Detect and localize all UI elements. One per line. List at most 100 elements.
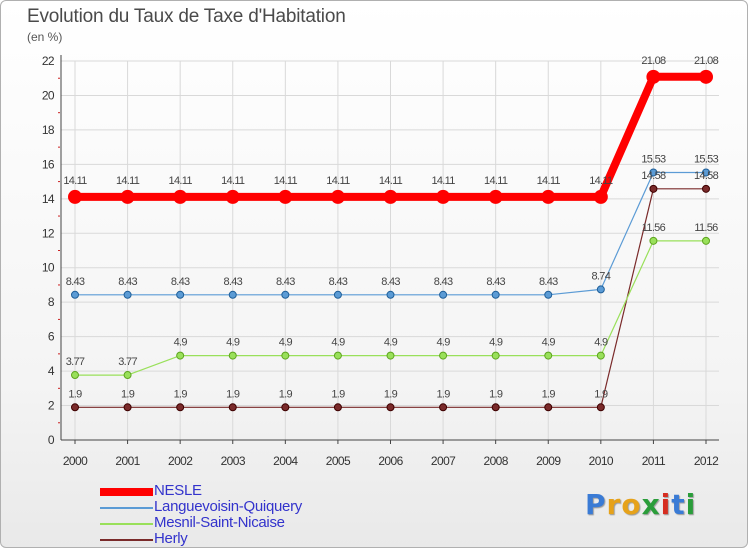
proxiti-logo: Proxiti bbox=[585, 488, 696, 521]
data-point bbox=[593, 189, 608, 204]
data-point bbox=[71, 403, 79, 412]
data-label: 1.9 bbox=[489, 388, 503, 400]
chart-title: Evolution du Taux de Taxe d'Habitation bbox=[27, 6, 346, 27]
data-point bbox=[123, 403, 132, 412]
legend-swatch bbox=[100, 488, 153, 496]
data-point bbox=[228, 351, 237, 360]
data-label: 14.11 bbox=[589, 175, 613, 187]
data-label: 8.74 bbox=[592, 270, 611, 282]
data-point bbox=[699, 69, 713, 84]
data-label: 4.9 bbox=[384, 337, 398, 349]
data-point bbox=[544, 351, 553, 360]
y-tick-label: 22 bbox=[42, 54, 55, 68]
data-label: 14.11 bbox=[431, 175, 455, 187]
data-point bbox=[386, 351, 395, 360]
data-label: 8.43 bbox=[118, 276, 137, 288]
data-point bbox=[491, 403, 500, 412]
data-point bbox=[333, 290, 342, 299]
logo-letter: i bbox=[685, 488, 697, 521]
data-point bbox=[176, 290, 185, 299]
data-point bbox=[225, 189, 240, 204]
y-tick-label: 20 bbox=[42, 88, 55, 102]
data-label: 14.11 bbox=[537, 175, 561, 187]
data-point bbox=[71, 290, 79, 299]
data-label: 4.9 bbox=[436, 337, 450, 349]
data-label: 4.9 bbox=[594, 337, 608, 349]
x-tick-label: 2000 bbox=[63, 454, 88, 468]
data-point bbox=[596, 403, 605, 412]
data-label: 4.9 bbox=[226, 337, 240, 349]
data-label: 11.56 bbox=[694, 222, 718, 234]
data-point bbox=[120, 189, 135, 204]
data-label: 1.9 bbox=[542, 388, 556, 400]
data-point bbox=[646, 69, 661, 84]
data-point bbox=[488, 189, 503, 204]
x-tick-label: 2009 bbox=[536, 454, 561, 468]
legend-label: Mesnil-Saint-Nicaise bbox=[154, 514, 285, 531]
data-point bbox=[596, 285, 605, 294]
data-label: 1.9 bbox=[594, 388, 608, 400]
data-label: 21.08 bbox=[641, 55, 666, 67]
y-tick-label: 12 bbox=[42, 226, 55, 240]
y-tick-label: 10 bbox=[42, 261, 55, 275]
data-point bbox=[649, 168, 658, 177]
data-point bbox=[330, 189, 345, 204]
data-label: 11.56 bbox=[642, 222, 666, 234]
data-point bbox=[596, 351, 605, 360]
data-point bbox=[228, 290, 237, 299]
x-tick-label: 2011 bbox=[642, 454, 666, 468]
x-tick-label: 2001 bbox=[115, 454, 140, 468]
data-label: 1.9 bbox=[279, 388, 293, 400]
data-label: 8.43 bbox=[329, 276, 348, 288]
logo-letter: t bbox=[671, 488, 686, 521]
data-point bbox=[281, 351, 290, 360]
data-label: 1.9 bbox=[68, 388, 82, 400]
data-point bbox=[491, 351, 500, 360]
data-label: 1.9 bbox=[226, 388, 240, 400]
logo-letter: r bbox=[606, 488, 622, 521]
data-label: 15.53 bbox=[694, 153, 719, 165]
data-label: 21.08 bbox=[694, 55, 719, 67]
data-label-layer: 14.11 14.11 14.11 14.11 14.11 14.11 14.11 14.11… bbox=[63, 55, 719, 400]
data-point bbox=[281, 290, 290, 299]
data-point bbox=[439, 351, 448, 360]
data-point bbox=[436, 189, 451, 204]
legend-swatch bbox=[100, 539, 153, 541]
data-point bbox=[544, 403, 553, 412]
data-label: 8.43 bbox=[171, 276, 190, 288]
data-point bbox=[176, 351, 185, 360]
y-tick-label: 6 bbox=[48, 330, 55, 344]
data-label: 4.9 bbox=[174, 337, 188, 349]
grid-layer bbox=[61, 60, 719, 441]
data-label: 1.9 bbox=[436, 388, 450, 400]
y-tick-label: 8 bbox=[48, 295, 55, 309]
x-tick-label: 2008 bbox=[484, 454, 509, 468]
data-label: 14.11 bbox=[484, 175, 508, 187]
data-point bbox=[173, 189, 188, 204]
data-point bbox=[386, 290, 395, 299]
series-layer bbox=[68, 69, 713, 412]
data-label: 14.11 bbox=[326, 175, 350, 187]
data-point bbox=[702, 168, 710, 177]
y-tick-label: 16 bbox=[42, 157, 55, 171]
data-label: 14.11 bbox=[274, 175, 298, 187]
axis-layer: 0 2 4 6 8 10 12 14 16 18 20 22 2000 2001 2002 2003 2004 2… bbox=[42, 54, 720, 468]
y-axis-unit-label: (en %) bbox=[27, 30, 63, 44]
legend-label: Languevoisin-Quiquery bbox=[154, 498, 302, 515]
data-point bbox=[439, 290, 448, 299]
data-label: 8.43 bbox=[66, 276, 85, 288]
legend-swatch bbox=[100, 507, 153, 509]
data-label: 14.58 bbox=[694, 170, 719, 182]
data-label: 14.58 bbox=[641, 170, 666, 182]
legend-label: NESLE bbox=[154, 482, 202, 499]
data-label: 8.43 bbox=[381, 276, 400, 288]
y-tick-label: 4 bbox=[48, 364, 55, 378]
data-point bbox=[123, 290, 132, 299]
data-point bbox=[176, 403, 185, 412]
data-label: 8.43 bbox=[434, 276, 453, 288]
data-label: 4.9 bbox=[489, 337, 503, 349]
data-point bbox=[333, 351, 342, 360]
data-label: 8.43 bbox=[539, 276, 558, 288]
